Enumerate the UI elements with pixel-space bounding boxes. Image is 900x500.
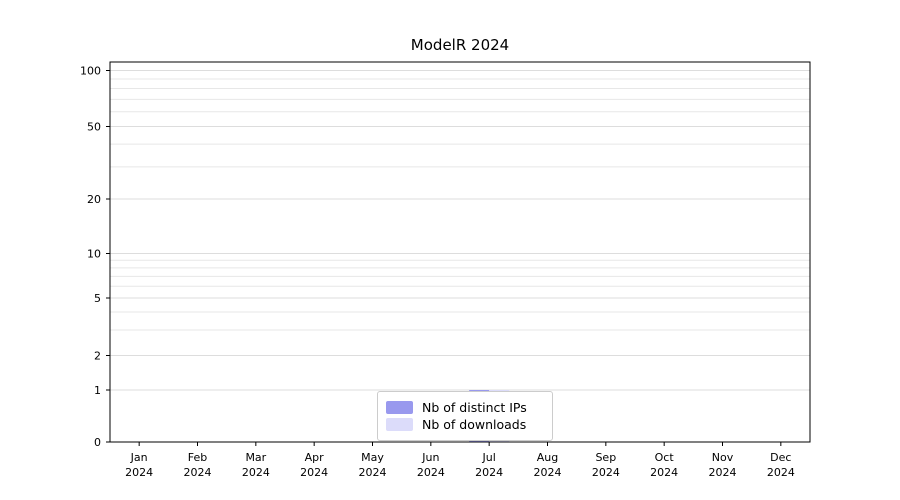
y-tick-label: 0 bbox=[94, 436, 101, 449]
legend-swatch-distinct-ips bbox=[386, 401, 413, 414]
y-tick-label: 2 bbox=[94, 350, 101, 363]
x-tick-label-year: 2024 bbox=[592, 466, 620, 479]
x-tick-label-month: Dec bbox=[770, 451, 791, 464]
legend-item-downloads: Nb of downloads bbox=[386, 417, 544, 432]
chart-title: ModelR 2024 bbox=[410, 36, 510, 54]
x-tick-label-month: Feb bbox=[188, 451, 207, 464]
x-tick-label-year: 2024 bbox=[242, 466, 270, 479]
x-tick-label-year: 2024 bbox=[125, 466, 153, 479]
x-tick-label-year: 2024 bbox=[300, 466, 328, 479]
x-tick-label-year: 2024 bbox=[534, 466, 562, 479]
y-tick-label: 20 bbox=[87, 193, 101, 206]
x-tick-label-month: Jan bbox=[130, 451, 148, 464]
x-tick-label-year: 2024 bbox=[475, 466, 503, 479]
plot-frame bbox=[109, 61, 811, 443]
x-tick-label-year: 2024 bbox=[709, 466, 737, 479]
y-tick-label: 50 bbox=[87, 121, 101, 134]
legend-label-downloads: Nb of downloads bbox=[422, 417, 527, 432]
y-tick-label: 1 bbox=[94, 384, 101, 397]
legend-label-distinct-ips: Nb of distinct IPs bbox=[422, 400, 527, 415]
x-tick-label-month: Jul bbox=[482, 451, 496, 464]
legend-item-distinct-ips: Nb of distinct IPs bbox=[386, 400, 544, 415]
x-tick-label-month: Nov bbox=[712, 451, 734, 464]
x-tick-label-year: 2024 bbox=[184, 466, 212, 479]
legend-swatch-downloads bbox=[386, 418, 413, 431]
x-tick-label-month: Mar bbox=[245, 451, 266, 464]
x-tick-label-year: 2024 bbox=[417, 466, 445, 479]
x-tick-label-month: Sep bbox=[595, 451, 616, 464]
y-tick-label: 10 bbox=[87, 248, 101, 261]
x-tick-label-year: 2024 bbox=[359, 466, 387, 479]
x-tick-label-month: Jun bbox=[421, 451, 439, 464]
x-tick-label-year: 2024 bbox=[650, 466, 678, 479]
x-tick-label-year: 2024 bbox=[767, 466, 795, 479]
x-tick-label-month: May bbox=[361, 451, 384, 464]
x-tick-label-month: Apr bbox=[305, 451, 325, 464]
legend: Nb of distinct IPs Nb of downloads bbox=[377, 391, 553, 441]
y-tick-label: 5 bbox=[94, 292, 101, 305]
x-tick-label-month: Aug bbox=[537, 451, 558, 464]
x-tick-label-month: Oct bbox=[655, 451, 675, 464]
y-tick-label: 100 bbox=[80, 65, 101, 78]
